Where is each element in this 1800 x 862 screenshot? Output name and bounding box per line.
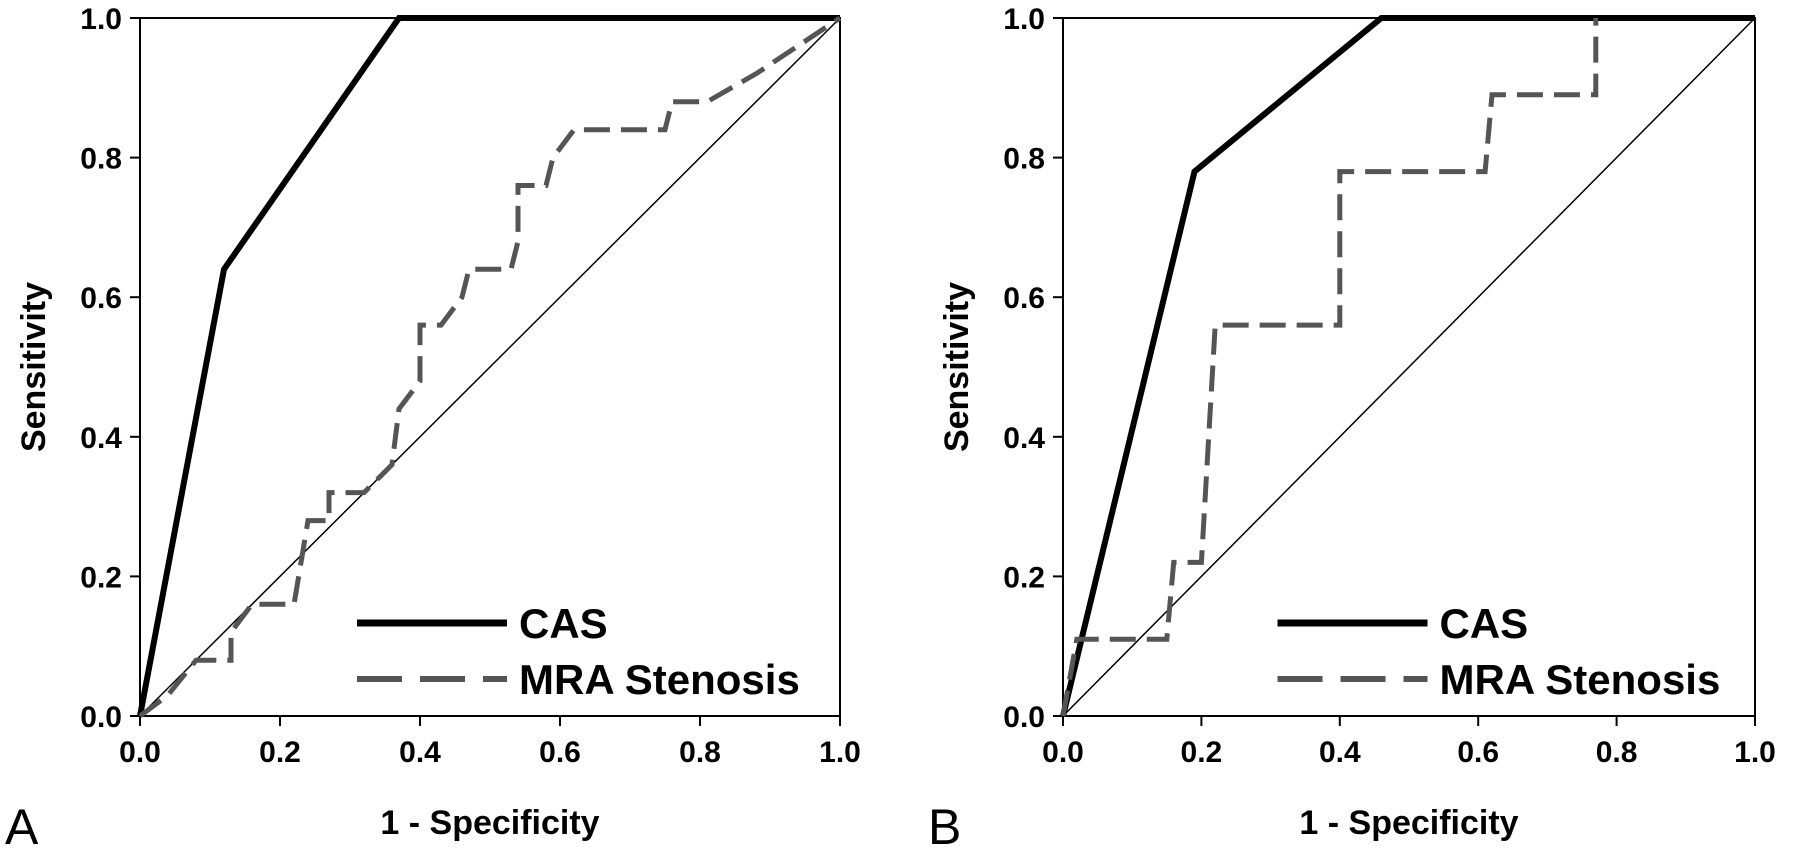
y-tick-label: 0.4 <box>80 422 122 455</box>
x-tick-label: 0.8 <box>1596 736 1638 769</box>
y-tick-label: 0.2 <box>80 561 122 594</box>
x-axis-title: 1 - Specificity <box>1299 804 1518 842</box>
legend-label-cas: CAS <box>519 600 608 647</box>
y-tick-label: 1.0 <box>1003 3 1045 36</box>
y-tick-label: 0.2 <box>1003 561 1045 594</box>
figure-background <box>0 0 1800 862</box>
legend-label-mra-stenosis: MRA Stenosis <box>519 656 800 703</box>
legend-label-cas: CAS <box>1440 600 1529 647</box>
x-tick-label: 0.6 <box>539 736 581 769</box>
y-tick-label: 0.0 <box>80 701 122 734</box>
x-tick-label: 0.2 <box>1181 736 1223 769</box>
y-tick-label: 1.0 <box>80 3 122 36</box>
y-axis-title: Sensitivity <box>938 282 976 452</box>
x-tick-label: 1.0 <box>1734 736 1776 769</box>
y-tick-label: 0.6 <box>1003 282 1045 315</box>
roc-figure: 0.0 0.2 0.4 0.6 0.8 1.0 0.0 0.2 0.4 0.6 0.8 1.0 1 - … <box>0 0 1800 862</box>
x-tick-label: 0.4 <box>399 736 441 769</box>
x-tick-label: 0.0 <box>119 736 161 769</box>
x-tick-label: 0.0 <box>1042 736 1084 769</box>
x-tick-label: 1.0 <box>819 736 861 769</box>
y-tick-label: 0.6 <box>80 282 122 315</box>
y-axis-title: Sensitivity <box>15 282 53 452</box>
panel-letter: B <box>928 799 961 855</box>
x-axis-title: 1 - Specificity <box>380 804 599 842</box>
x-tick-label: 0.4 <box>1319 736 1361 769</box>
y-tick-label: 0.4 <box>1003 422 1045 455</box>
x-tick-label: 0.8 <box>679 736 721 769</box>
y-tick-label: 0.8 <box>1003 143 1045 176</box>
y-tick-label: 0.0 <box>1003 701 1045 734</box>
panel-letter: A <box>5 799 39 855</box>
x-tick-label: 0.6 <box>1457 736 1499 769</box>
legend-label-mra-stenosis: MRA Stenosis <box>1440 656 1721 703</box>
x-tick-label: 0.2 <box>259 736 301 769</box>
y-tick-label: 0.8 <box>80 143 122 176</box>
